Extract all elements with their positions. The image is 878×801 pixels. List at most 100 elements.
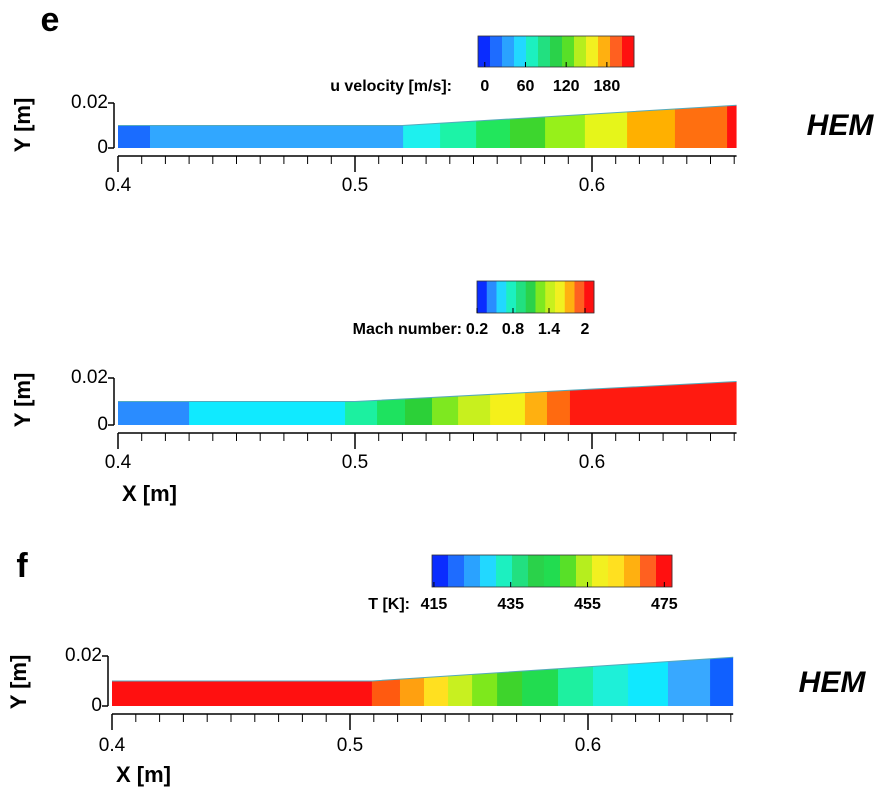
colorbar-swatch [538, 36, 551, 67]
colorbar-swatch [496, 281, 507, 313]
colorbar-swatch [478, 36, 491, 67]
contour-zone [405, 381, 433, 425]
x-tick-label: 0.4 [105, 175, 132, 196]
colorbar-swatch [464, 555, 481, 587]
colorbar-tick-label: 455 [574, 596, 601, 613]
x-axis-label: X [m] [122, 481, 177, 506]
y-tick-label: 0.02 [65, 645, 102, 666]
colorbar-tick-label: 415 [421, 596, 448, 613]
wall [112, 656, 734, 682]
contour-zone [522, 657, 559, 706]
colorbar-label: u velocity [m/s]: [330, 78, 452, 95]
colorbar-swatch [576, 555, 593, 587]
contour-zone [377, 381, 406, 425]
colorbar-tick-label: 60 [517, 78, 535, 95]
colorbar-swatch [512, 555, 529, 587]
contour-zone [118, 105, 151, 148]
colorbar-label: Mach number: [353, 321, 462, 338]
colorbar-swatch [502, 36, 515, 67]
colorbar-swatch [514, 36, 527, 67]
colorbar-tick-label: 475 [651, 596, 678, 613]
colorbar-swatch [432, 555, 449, 587]
colorbar-swatch [516, 281, 527, 313]
contour-zone [149, 105, 404, 148]
contour-zone [399, 657, 425, 706]
colorbar-swatch [592, 555, 609, 587]
contour-zone [440, 105, 477, 148]
contour-zone [118, 381, 190, 425]
colorbar-tick-label: 0.2 [466, 321, 488, 338]
colorbar-tick-label: 0.8 [502, 321, 524, 338]
contour-zone [345, 381, 378, 425]
colorbar-swatch [545, 281, 556, 313]
colorbar-swatch [477, 281, 488, 313]
contour-zone [710, 657, 734, 706]
y-tick-label: 0 [97, 414, 108, 435]
colorbar-tick-label: 120 [553, 78, 580, 95]
colorbar-swatch [555, 281, 566, 313]
contour-zone [189, 381, 346, 425]
x-tick-label: 0.6 [579, 452, 605, 473]
colorbar-tick-label: 2 [581, 321, 590, 338]
contour-zone [490, 381, 526, 425]
contour-zone [674, 105, 728, 148]
annotation: HEM [807, 109, 875, 142]
contour-zone [627, 105, 676, 148]
colorbar-swatch [656, 555, 673, 587]
x-axis-label: X [m] [116, 762, 171, 787]
colorbar-swatch [574, 36, 587, 67]
x-tick-label: 0.6 [575, 735, 601, 756]
contour-zone [667, 657, 711, 706]
colorbar-swatch [560, 555, 577, 587]
panel-letter: f [16, 547, 28, 585]
colorbar-swatch [610, 36, 623, 67]
colorbar-swatch [480, 555, 497, 587]
colorbar-swatch [622, 36, 635, 67]
colorbar-swatch [586, 36, 599, 67]
colorbar-tick-label: 0 [480, 78, 489, 95]
colorbar-tick-label: 1.4 [538, 321, 560, 338]
colorbar-swatch [550, 36, 563, 67]
colorbar-swatch [528, 555, 545, 587]
y-tick-label: 0 [97, 137, 108, 158]
colorbar-swatch [564, 281, 575, 313]
contour-zone [592, 657, 629, 706]
colorbar-swatch [496, 555, 513, 587]
contour-zone [584, 105, 628, 148]
x-tick-label: 0.5 [342, 452, 368, 473]
colorbar-frame [431, 554, 673, 588]
colorbar-swatch [598, 36, 611, 67]
contour-zone [472, 657, 498, 706]
contour-zone [509, 105, 546, 148]
colorbar-swatch [640, 555, 657, 587]
colorbar-swatch [584, 281, 595, 313]
colorbar-frame [477, 35, 635, 68]
colorbar-swatch [490, 36, 503, 67]
contour-zone [524, 381, 548, 425]
colorbar-label: T [K]: [368, 596, 410, 613]
colorbar-frame [476, 280, 595, 314]
contour-zone [627, 657, 669, 706]
y-tick-label: 0.02 [71, 92, 108, 113]
colorbar-swatch [448, 555, 465, 587]
colorbar-tick-label: 180 [594, 78, 621, 95]
y-axis-label: Y [m] [6, 655, 31, 710]
contour-zone [403, 105, 441, 148]
contour-zone [546, 381, 571, 425]
annotation: HEM [799, 666, 867, 699]
colorbar-swatch [562, 36, 575, 67]
y-tick-label: 0.02 [71, 367, 108, 388]
contour-zone [727, 105, 737, 148]
colorbar-swatch [574, 281, 585, 313]
x-tick-label: 0.4 [105, 452, 132, 473]
contour-zone [112, 657, 373, 706]
contour-zone [458, 381, 491, 425]
y-tick-label: 0 [91, 695, 102, 716]
wall [118, 104, 737, 126]
wall [118, 381, 737, 402]
x-tick-label: 0.5 [337, 735, 363, 756]
contour-zone [569, 381, 737, 425]
colorbar-swatch [535, 281, 546, 313]
panel-letter: e [41, 1, 60, 39]
